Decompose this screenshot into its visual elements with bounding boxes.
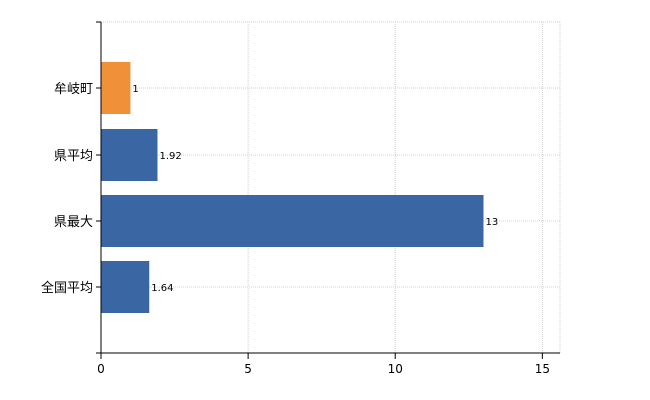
x-tick-label: 15 <box>535 362 550 376</box>
bar <box>101 62 131 114</box>
category-label: 県最大 <box>54 215 93 230</box>
category-label: 全国平均 <box>41 280 93 296</box>
category-label: 牟岐町 <box>54 82 93 97</box>
bar-value-label: 1.92 <box>159 151 181 162</box>
bar-value-label: 13 <box>486 217 499 228</box>
bar-value-label: 1.64 <box>151 283 173 294</box>
bar <box>101 195 484 247</box>
x-tick-label: 5 <box>244 362 252 376</box>
x-tick-label: 10 <box>388 362 403 376</box>
x-tick-label: 0 <box>97 362 105 376</box>
bar <box>101 129 158 181</box>
category-label: 県平均 <box>54 149 93 164</box>
bar-value-label: 1 <box>132 84 138 95</box>
bar <box>101 261 150 313</box>
